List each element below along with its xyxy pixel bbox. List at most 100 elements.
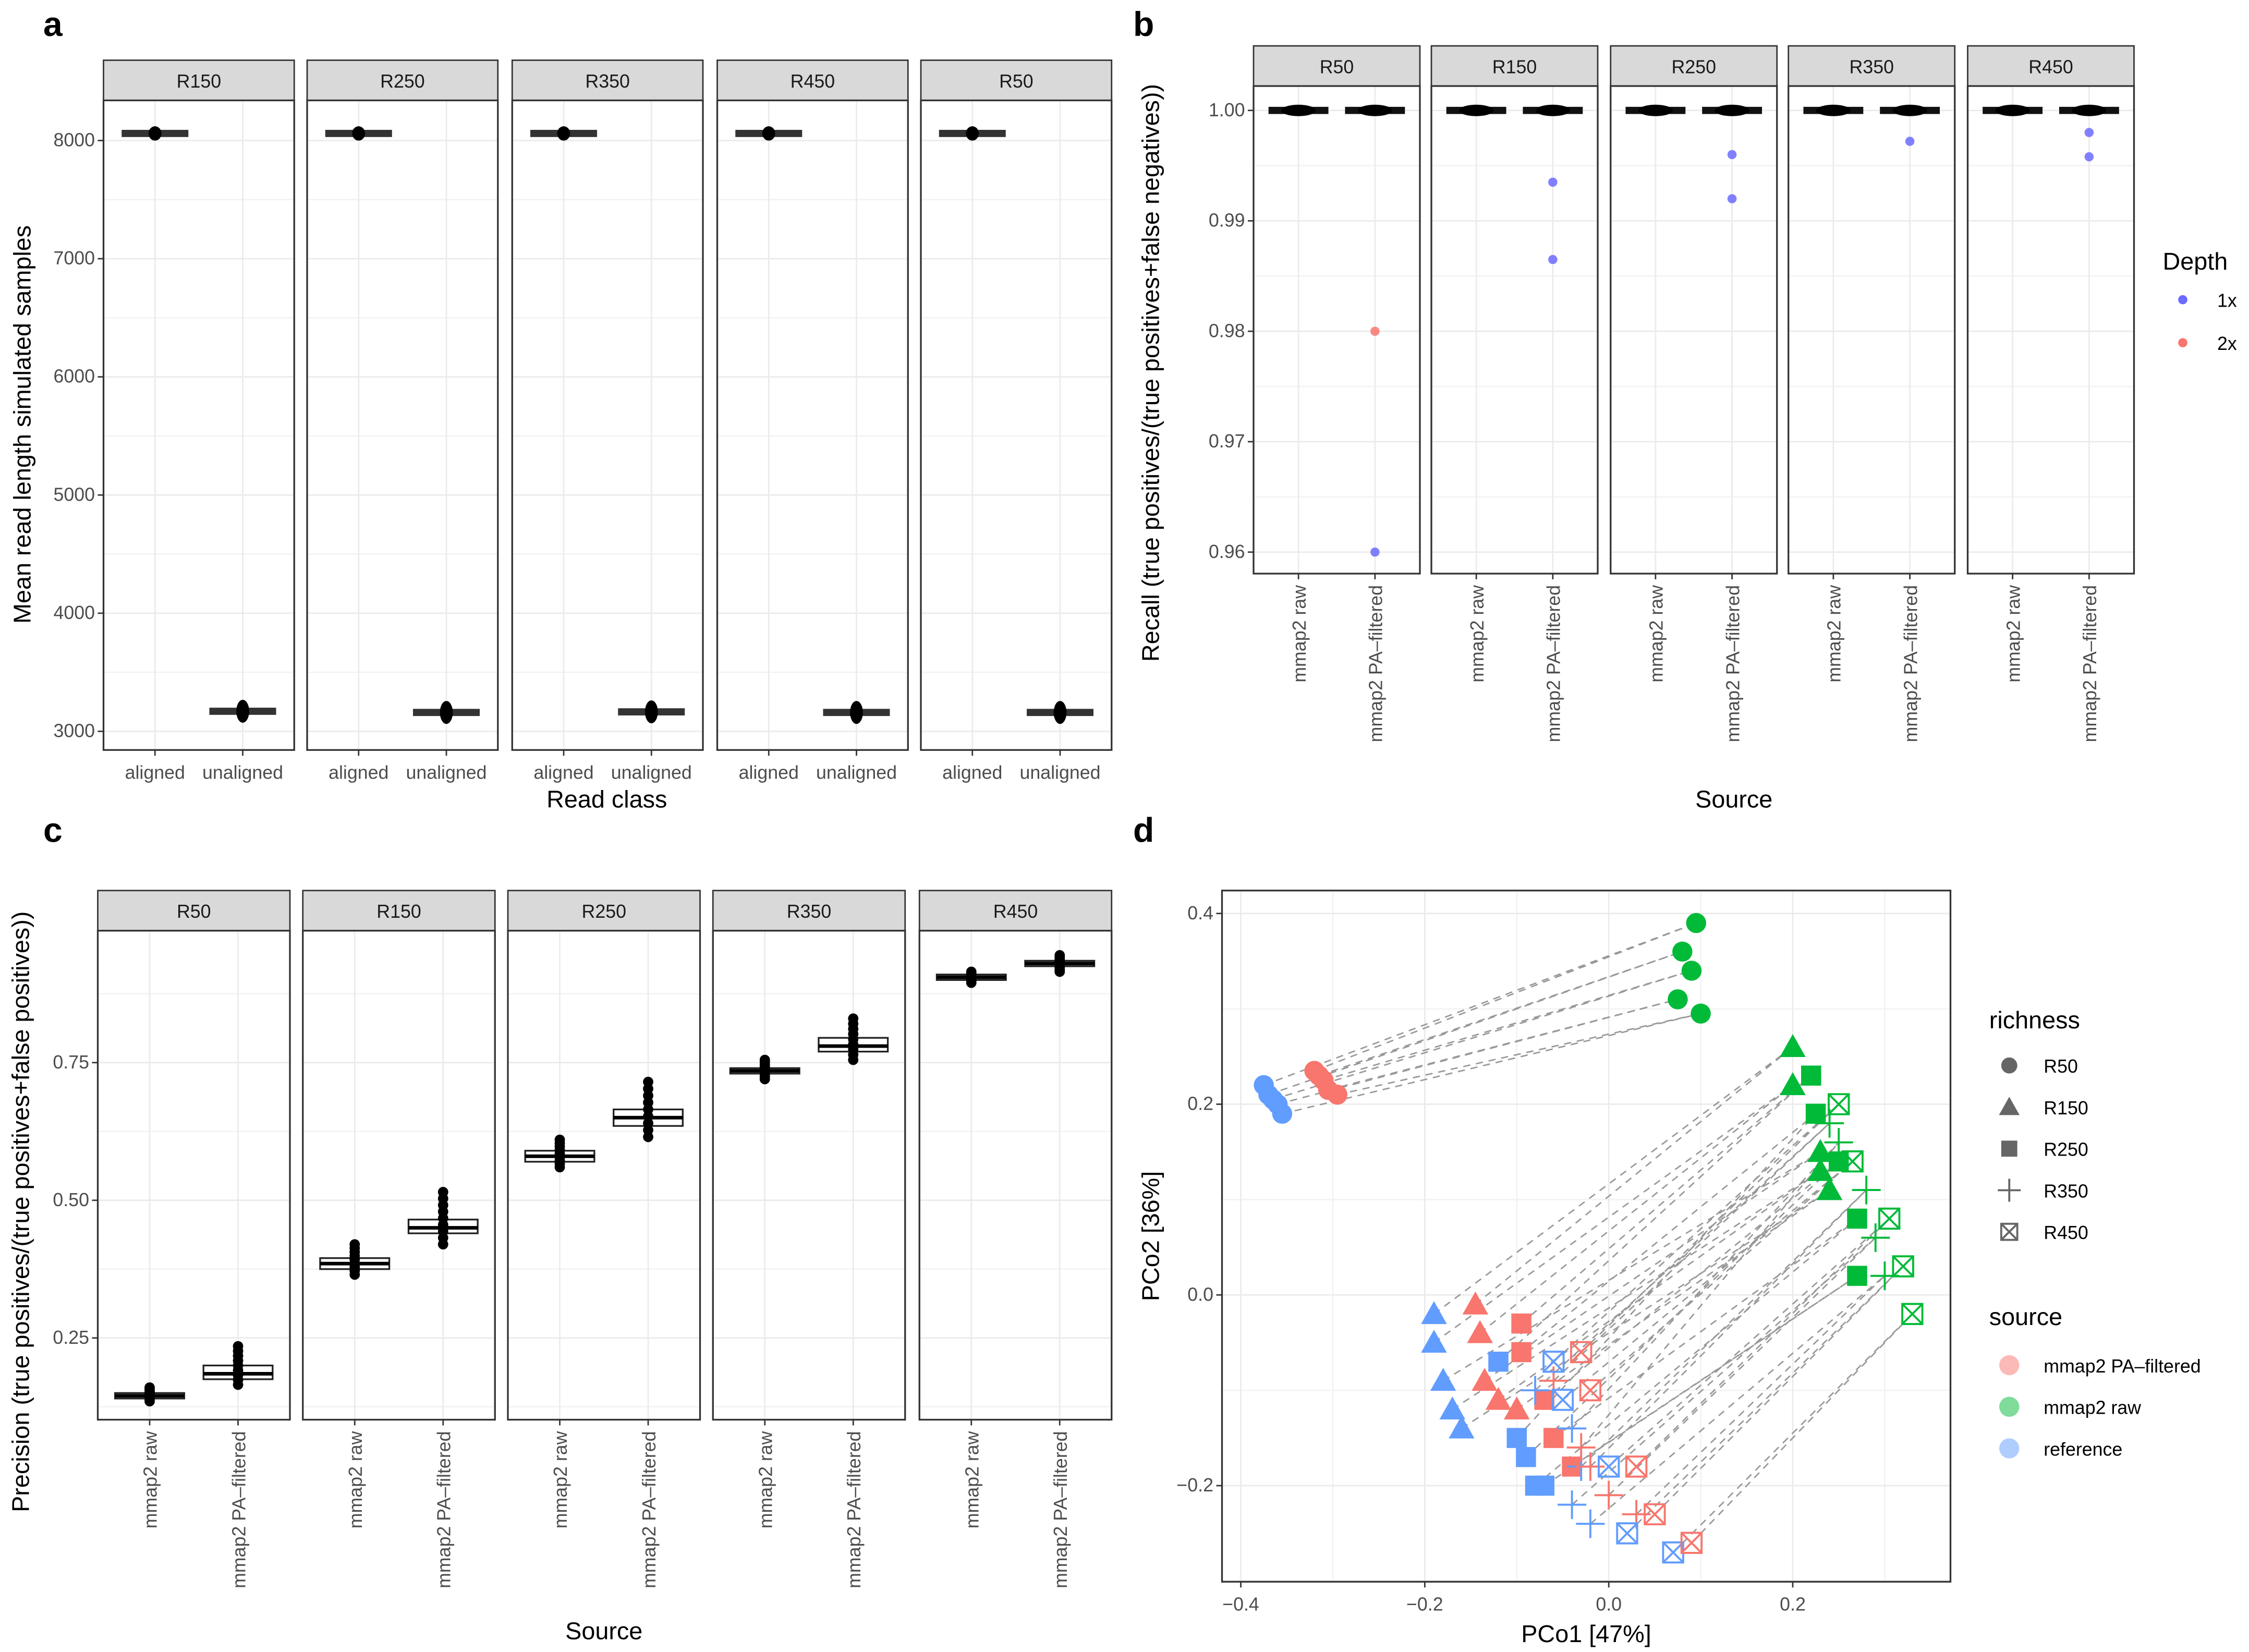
connector-line [1553, 1123, 1830, 1381]
plot-border [1221, 890, 1952, 1583]
facet-strip [1967, 45, 2135, 87]
point-raw-R250 [1805, 1103, 1826, 1124]
facet-panel-border [507, 930, 701, 1421]
facet-R450: R450 [1966, 45, 2135, 579]
point-pa_filtered-R350 [1576, 1452, 1605, 1481]
y-tick-label: 5000 [53, 484, 95, 505]
x-tick-label: aligned [942, 762, 1002, 783]
legend-label: mmap2 PA–filtered [2044, 1356, 2201, 1377]
point-raw-R50 [1668, 989, 1688, 1010]
point-raw-R350 [1861, 1223, 1890, 1253]
x-tick-label: 0.0 [1596, 1594, 1622, 1614]
point-raw-R50 [1686, 913, 1707, 933]
outlier-point-1x [1727, 150, 1737, 160]
x-tick-label: mmap2 PA–filtered [1900, 585, 1921, 742]
data-point [759, 1054, 770, 1065]
data-point [762, 126, 775, 141]
point-pa_filtered-R150 [1485, 1387, 1512, 1410]
legend-key-depth_2x [2178, 338, 2187, 348]
y-tick-label: 0.97 [1209, 431, 1245, 452]
point-reference-R350 [1521, 1376, 1550, 1405]
data-point [440, 701, 453, 724]
facet-strip-label: R450 [993, 901, 1038, 922]
point-pa_filtered-R150 [1472, 1368, 1498, 1391]
point-pa_filtered-R250 [1511, 1342, 1531, 1363]
legend-label: R250 [2044, 1139, 2088, 1160]
outlier-point-1x [1905, 137, 1915, 146]
point-reference-R450 [1542, 1351, 1565, 1373]
x-axis-title: Source [565, 1617, 642, 1644]
point-pa_filtered-R450 [1625, 1455, 1648, 1478]
legend-key-R150 [1999, 1097, 2020, 1115]
facet-panel-border [1430, 85, 1599, 575]
connector-line [1581, 1141, 1840, 1448]
data-point [352, 126, 366, 141]
point-pa_filtered-R150 [1504, 1396, 1530, 1419]
facet-strip [918, 890, 1113, 932]
facet-strip-label: R450 [2028, 56, 2073, 77]
point-raw-R50 [1681, 961, 1702, 981]
x-tick-label: unaligned [611, 762, 692, 783]
facet-R50: R50 [920, 59, 1113, 756]
point-raw-R150 [1780, 1072, 1806, 1096]
y-tick-label: 0.98 [1209, 320, 1245, 341]
outlier-point-1x [1370, 547, 1380, 557]
connector-line [1691, 1313, 1913, 1544]
point-reference-R150 [1430, 1368, 1456, 1391]
point-pa_filtered-R50 [1327, 1084, 1348, 1105]
connector-line [1521, 1113, 1816, 1353]
x-tick-label: mmap2 raw [1824, 585, 1845, 683]
legend-key-R350 [1998, 1179, 2021, 1202]
data-point [233, 1341, 244, 1352]
connector-line [1590, 1275, 1886, 1525]
y-axis-title: PCo2 [36%] [1137, 1171, 1164, 1301]
connector-line [1571, 1275, 1858, 1467]
facet-panel-border [302, 930, 496, 1421]
y-axis-title: Precision (true positives/(true positive… [7, 912, 34, 1512]
point-reference-R450 [1662, 1541, 1684, 1564]
connector-line [1571, 1141, 1840, 1429]
connector-line [1323, 970, 1692, 1082]
facet-strip-label: R250 [1672, 56, 1716, 77]
point-pa_filtered-R450 [1579, 1379, 1602, 1402]
data-point [144, 1382, 155, 1393]
panel-label-a: a [43, 5, 63, 43]
x-tick-label: mmap2 PA–filtered [1543, 585, 1564, 742]
facet-strip-label: R350 [1850, 56, 1894, 77]
data-point-cluster [1995, 104, 2030, 116]
connector-line [1562, 1161, 1853, 1401]
legend-label: 1x [2217, 290, 2237, 311]
data-point-cluster [1638, 104, 1673, 116]
facet-strip-label: R50 [177, 901, 211, 922]
x-axis-title: PCo1 [47%] [1521, 1620, 1651, 1647]
point-pa_filtered-R150 [1462, 1291, 1489, 1315]
y-tick-label: 0.25 [53, 1327, 89, 1348]
facet-R150: R150 [102, 59, 295, 756]
point-reference-R150 [1421, 1329, 1447, 1353]
point-pa_filtered-R250 [1511, 1313, 1531, 1334]
connector-line [1479, 1084, 1793, 1334]
facet-strip-label: R350 [585, 71, 629, 92]
legend-key-pa_filtered [1999, 1355, 2020, 1376]
point-raw-R150 [1807, 1158, 1833, 1181]
data-point-cluster [1816, 104, 1851, 116]
y-tick-label: 0.96 [1209, 541, 1245, 562]
point-raw-R450 [1828, 1093, 1850, 1115]
facet-panel-border [1966, 85, 2135, 575]
point-reference-R450 [1551, 1389, 1574, 1411]
connector-line [1543, 1275, 1858, 1487]
x-tick-label: mmap2 raw [1289, 585, 1310, 683]
connector-line [1516, 1113, 1817, 1439]
data-point [643, 1076, 653, 1087]
connector-line [1581, 1103, 1840, 1353]
connector-line [1433, 1084, 1793, 1343]
point-raw-R450 [1878, 1207, 1901, 1230]
x-tick-label: mmap2 raw [550, 1431, 571, 1528]
x-tick-label: mmap2 raw [345, 1431, 366, 1528]
point-reference-R150 [1421, 1301, 1447, 1325]
data-point-cluster [1459, 104, 1494, 116]
facet-panel-border [102, 99, 295, 751]
x-tick-label: mmap2 PA–filtered [1366, 585, 1387, 742]
legend-title: richness [1989, 1006, 2080, 1034]
